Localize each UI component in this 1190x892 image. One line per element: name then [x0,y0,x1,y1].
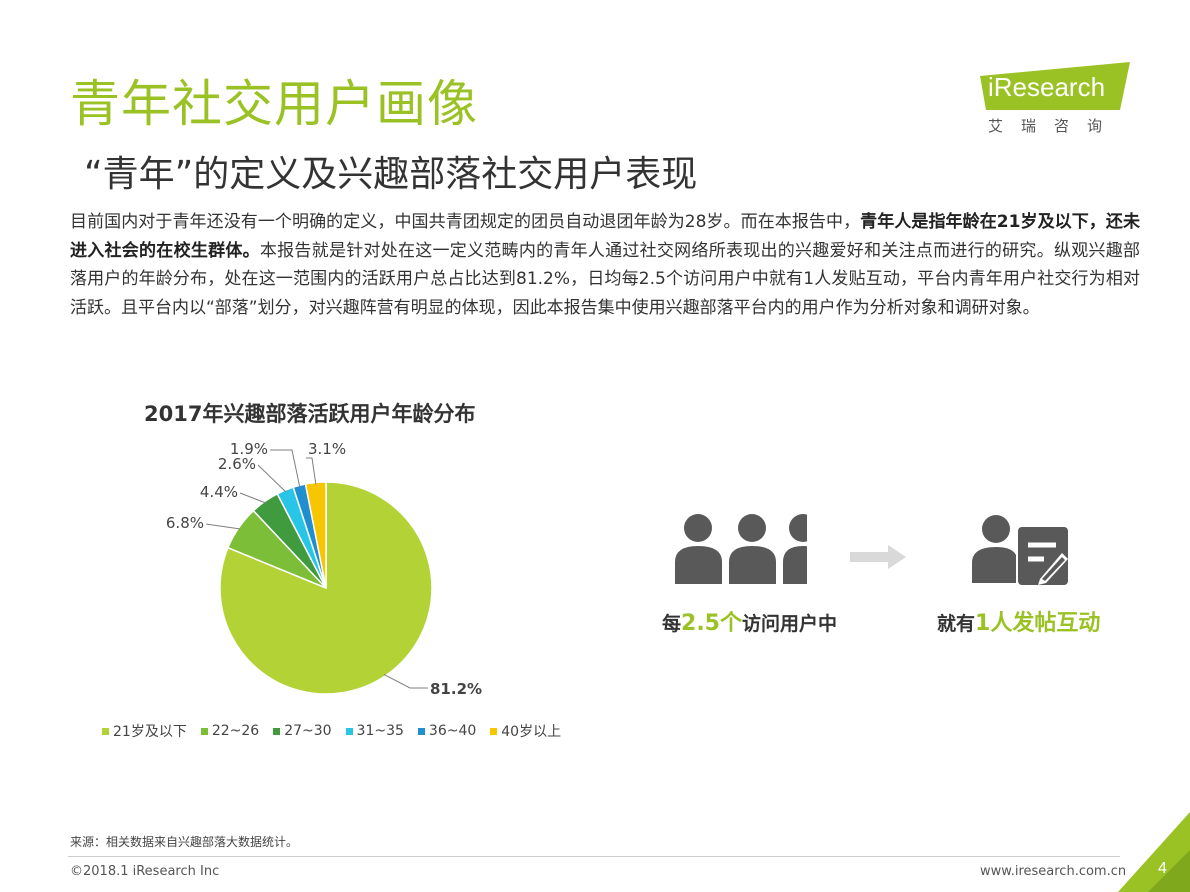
leader-line-5 [270,449,301,488]
paragraph-part2: 本报告就是针对处在这一定义范畴内的青年人通过社交网络所表现出的兴趣爱好和关注点而… [70,240,1141,318]
copyright-text: ©2018.1 iResearch Inc [70,864,220,879]
stat-caption-right: 就有1人发帖互动 [937,605,1100,637]
stat-left-highlight: 2.5个 [681,611,742,636]
legend-label-6: 40岁以上 [501,724,562,740]
legend-swatch-4 [345,727,353,735]
legend-label-2: 22~26 [211,723,260,739]
legend-label-4: 31~35 [356,723,404,739]
legend-swatch-2 [200,727,208,735]
legend-label-5: 36~40 [428,723,477,739]
legend-swatch-1 [102,727,109,735]
logo-subtext: 艾瑞咨询 [988,117,1121,135]
stat-left-prefix: 每 [662,613,682,635]
legend-label-1: 21岁及以下 [113,724,187,740]
data-label-4: 2.6% [218,455,256,473]
legend-item-3: 27~30 [273,721,332,741]
intro-paragraph: 目前国内对于青年还没有一个明确的定义，中国共青团规定的团员自动退团年龄为28岁。… [70,208,1140,322]
page-number: 4 [1158,860,1167,877]
legend-item-5: 36~40 [417,721,477,741]
leader-line-3 [239,492,267,504]
chart-title: 2017年兴趣部落活跃用户年龄分布 [144,402,476,426]
stat-right-highlight: 1人发帖互动 [975,611,1101,636]
leader-line-4 [257,464,287,493]
data-label-6: 3.1% [308,440,346,458]
iresearch-logo: iResearch 艾瑞咨询 [980,62,1140,142]
paragraph-bold: 青年人是指年龄在21岁及以下，还未进入社会的在校生群体。 [70,212,1140,261]
data-label-5: 1.9% [230,440,268,458]
paragraph-part1: 目前国内对于青年还没有一个明确的定义，中国共青团规定的团员自动退团年龄为28岁。… [70,212,861,232]
legend-swatch-6 [490,727,498,735]
logo-badge [980,62,1130,110]
stat-left-suffix: 访问用户中 [742,613,838,635]
page-title: 青年社交用户画像 [70,75,478,133]
logo-text: iResearch [988,72,1106,102]
chart-legend: 21岁及以下 22~26 27~30 31~35 36~40 40岁以上 [102,721,561,741]
data-label-3: 4.4% [200,483,238,501]
legend-item-2: 22~26 [200,721,260,741]
age-distribution-pie-chart: 81.2% 6.8% 4.4% 2.6%1.9% 3.1% [166,440,482,698]
legend-swatch-3 [273,727,281,735]
three-users-icon [675,512,810,584]
source-note: 来源：相关数据来自兴趣部落大数据统计。 [70,835,299,849]
user-posting-icon [972,515,1068,585]
legend-label-3: 27~30 [284,723,332,739]
pie-slice-1 [219,481,433,695]
stat-right-prefix: 就有 [937,613,976,635]
legend-swatch-5 [417,727,425,735]
stat-caption-left: 每2.5个访问用户中 [662,605,837,637]
footer-divider [68,856,1120,857]
leader-line-6 [306,457,317,485]
website-link[interactable]: www.iresearch.com.cn [980,864,1127,879]
legend-item-4: 31~35 [345,721,404,741]
legend-item-1: 21岁及以下 [102,721,187,741]
data-label-1: 81.2% [430,680,482,698]
right-arrow-icon [850,545,906,569]
legend-item-6: 40岁以上 [490,721,561,741]
data-label-2: 6.8% [166,514,204,532]
leader-line-2 [205,523,241,530]
page-subtitle: “青年”的定义及兴趣部落社交用户表现 [84,154,698,195]
leader-line-1 [383,673,428,689]
